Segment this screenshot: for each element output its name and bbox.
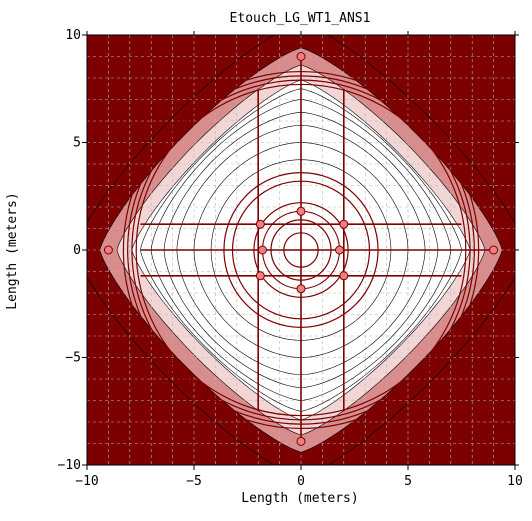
chart-title: Etouch_LG_WT1_ANS1: [230, 11, 371, 26]
electrode-point: [296, 206, 306, 216]
electrode-point: [296, 52, 306, 61]
electrode-point: [339, 219, 349, 229]
electrode-point: [255, 219, 265, 229]
electrode-point: [255, 271, 265, 281]
x-axis-label: Length (meters): [241, 491, 358, 506]
y-tick-label: 5: [73, 136, 81, 151]
y-tick-label: −10: [58, 458, 81, 473]
y-axis-label: Length (meters): [5, 192, 20, 309]
electrode-point: [339, 271, 349, 281]
electrode-point: [103, 245, 113, 255]
x-tick-label: 10: [507, 474, 523, 489]
x-tick-label: 5: [404, 474, 412, 489]
y-tick-label: −5: [65, 351, 81, 366]
y-tick-label: 0: [73, 243, 81, 258]
axes: −10 −5 0 5 10 −10 −5 0 5 10: [58, 28, 523, 489]
y-tick-label: 10: [65, 28, 81, 43]
electrode-point: [296, 436, 306, 446]
x-tick-label: −5: [186, 474, 202, 489]
x-tick-label: −10: [75, 474, 98, 489]
electrode-point: [335, 245, 345, 255]
plot-area: [87, 35, 515, 465]
electrode-point: [296, 284, 306, 294]
electrode-point: [257, 245, 267, 255]
electrode-point: [489, 245, 499, 255]
x-tick-label: 0: [297, 474, 305, 489]
